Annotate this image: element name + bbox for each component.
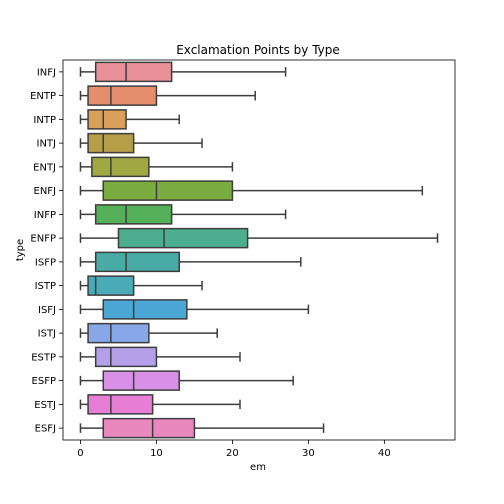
x-axis-label: em xyxy=(250,462,266,473)
y-tick-label: ESFJ xyxy=(35,424,56,435)
box-esfj xyxy=(79,417,325,439)
y-tick-label: INFJ xyxy=(37,67,56,78)
y-tick-label: ISTP xyxy=(35,281,56,292)
box-entj xyxy=(79,156,234,178)
iqr-box xyxy=(94,204,173,225)
y-axis-ticks: INFJ ENTP INTP INTJ ENTJ ENFJ INFP ENFP ISFP ISTP… xyxy=(30,67,63,435)
y-tick-label: INTJ xyxy=(37,139,57,150)
iqr-box xyxy=(102,417,196,439)
x-tick-label: 20 xyxy=(226,448,239,459)
box-istj xyxy=(79,322,218,344)
iqr-box xyxy=(87,394,154,415)
y-tick-label: ISFJ xyxy=(38,305,56,316)
chart-title: Exclamation Points by Type xyxy=(176,43,340,57)
box-infj xyxy=(79,61,287,83)
box-estj xyxy=(79,394,241,415)
iqr-box xyxy=(102,299,188,320)
x-tick-label: 10 xyxy=(150,448,163,459)
iqr-box xyxy=(91,156,150,178)
x-tick-label: 0 xyxy=(77,448,83,459)
box-isfp xyxy=(79,251,302,273)
iqr-box xyxy=(87,275,135,296)
boxes-layer xyxy=(79,61,439,439)
y-tick-label: ENTP xyxy=(30,91,56,102)
y-tick-label: ENFP xyxy=(30,234,56,245)
iqr-box xyxy=(94,346,158,368)
iqr-box xyxy=(87,132,135,154)
y-tick-label: ESTP xyxy=(31,352,56,363)
iqr-box xyxy=(87,322,150,344)
box-intj xyxy=(79,132,203,154)
box-infp xyxy=(79,204,287,225)
y-tick-label: ESFP xyxy=(32,376,56,387)
x-axis-ticks: 0 10 20 30 40 xyxy=(77,440,391,459)
y-tick-label: ENFJ xyxy=(34,186,57,197)
y-tick-label: ISFP xyxy=(35,257,56,268)
x-tick-label: 30 xyxy=(302,448,315,459)
box-enfj xyxy=(79,180,424,201)
y-tick-label: ISTJ xyxy=(38,329,56,340)
box-esfp xyxy=(79,370,294,391)
iqr-box xyxy=(94,61,173,83)
box-intp xyxy=(79,109,180,130)
box-isfj xyxy=(79,299,310,320)
y-tick-label: INFP xyxy=(34,210,56,221)
iqr-box xyxy=(117,227,249,249)
box-estp xyxy=(79,346,241,368)
x-tick-label: 40 xyxy=(378,448,391,459)
iqr-box xyxy=(87,109,127,130)
iqr-box xyxy=(94,251,180,273)
box-istp xyxy=(79,275,203,296)
y-axis-label: type xyxy=(15,239,26,261)
y-tick-label: ESTJ xyxy=(34,400,56,411)
iqr-box xyxy=(102,180,234,201)
iqr-box xyxy=(87,85,158,106)
box-entp xyxy=(79,85,256,106)
y-tick-label: INTP xyxy=(33,115,56,126)
iqr-box xyxy=(102,370,180,391)
plot-frame xyxy=(62,59,456,441)
y-tick-label: ENTJ xyxy=(33,162,56,173)
box-enfp xyxy=(79,227,439,249)
